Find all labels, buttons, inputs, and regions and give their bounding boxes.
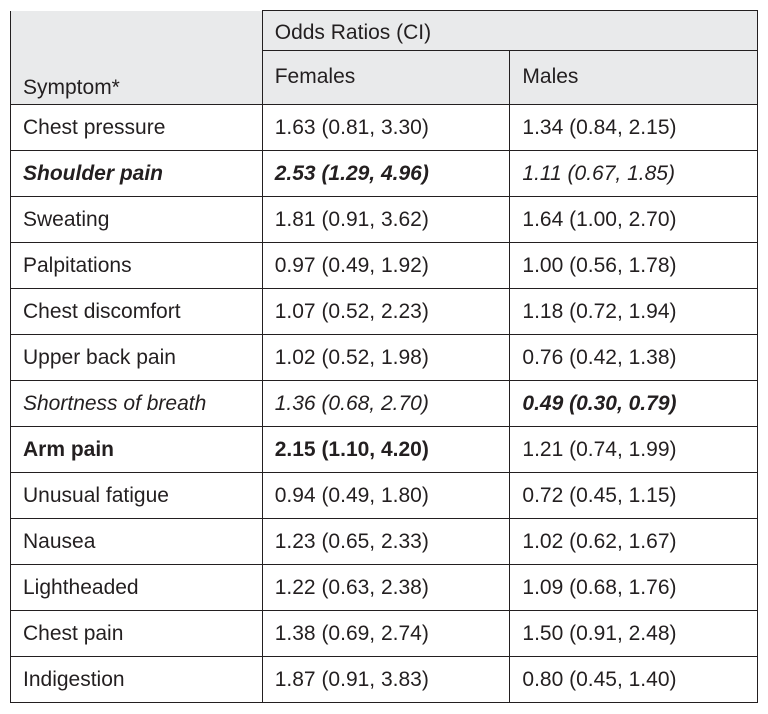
odds-ratios-table: Symptom* Odds Ratios (CI) Females Males … <box>10 10 758 703</box>
cell-males: 1.64 (1.00, 2.70) <box>510 197 758 243</box>
cell-symptom: Nausea <box>11 519 263 565</box>
table-row: Upper back pain1.02 (0.52, 1.98)0.76 (0.… <box>11 335 758 381</box>
cell-females: 1.36 (0.68, 2.70) <box>262 381 510 427</box>
cell-symptom: Shortness of breath <box>11 381 263 427</box>
table-row: Arm pain2.15 (1.10, 4.20)1.21 (0.74, 1.9… <box>11 427 758 473</box>
cell-symptom: Palpitations <box>11 243 263 289</box>
cell-females: 2.53 (1.29, 4.96) <box>262 151 510 197</box>
cell-symptom: Lightheaded <box>11 565 263 611</box>
table-row: Shoulder pain2.53 (1.29, 4.96)1.11 (0.67… <box>11 151 758 197</box>
cell-males: 1.21 (0.74, 1.99) <box>510 427 758 473</box>
cell-males: 1.11 (0.67, 1.85) <box>510 151 758 197</box>
cell-females: 0.97 (0.49, 1.92) <box>262 243 510 289</box>
header-males: Males <box>510 51 758 105</box>
cell-males: 1.34 (0.84, 2.15) <box>510 105 758 151</box>
table-row: Palpitations0.97 (0.49, 1.92)1.00 (0.56,… <box>11 243 758 289</box>
cell-symptom: Upper back pain <box>11 335 263 381</box>
table-header: Symptom* Odds Ratios (CI) Females Males <box>11 11 758 105</box>
table-row: Unusual fatigue0.94 (0.49, 1.80)0.72 (0.… <box>11 473 758 519</box>
cell-females: 0.94 (0.49, 1.80) <box>262 473 510 519</box>
cell-males: 1.00 (0.56, 1.78) <box>510 243 758 289</box>
cell-symptom: Arm pain <box>11 427 263 473</box>
cell-symptom: Sweating <box>11 197 263 243</box>
table-row: Shortness of breath1.36 (0.68, 2.70)0.49… <box>11 381 758 427</box>
cell-females: 1.23 (0.65, 2.33) <box>262 519 510 565</box>
cell-males: 1.18 (0.72, 1.94) <box>510 289 758 335</box>
table-body: Chest pressure1.63 (0.81, 3.30)1.34 (0.8… <box>11 105 758 703</box>
cell-females: 1.07 (0.52, 2.23) <box>262 289 510 335</box>
header-females: Females <box>262 51 510 105</box>
cell-males: 0.49 (0.30, 0.79) <box>510 381 758 427</box>
cell-males: 1.09 (0.68, 1.76) <box>510 565 758 611</box>
header-symptom: Symptom* <box>23 76 250 100</box>
cell-females: 1.02 (0.52, 1.98) <box>262 335 510 381</box>
cell-females: 2.15 (1.10, 4.20) <box>262 427 510 473</box>
header-odds-ratios: Odds Ratios (CI) <box>262 11 757 51</box>
table-row: Chest pressure1.63 (0.81, 3.30)1.34 (0.8… <box>11 105 758 151</box>
cell-males: 1.50 (0.91, 2.48) <box>510 611 758 657</box>
cell-females: 1.38 (0.69, 2.74) <box>262 611 510 657</box>
cell-males: 0.80 (0.45, 1.40) <box>510 657 758 703</box>
table-row: Indigestion1.87 (0.91, 3.83)0.80 (0.45, … <box>11 657 758 703</box>
cell-males: 0.72 (0.45, 1.15) <box>510 473 758 519</box>
cell-females: 1.81 (0.91, 3.62) <box>262 197 510 243</box>
header-symptom-cell: Symptom* <box>11 11 263 105</box>
cell-symptom: Chest pain <box>11 611 263 657</box>
cell-females: 1.87 (0.91, 3.83) <box>262 657 510 703</box>
table-row: Lightheaded1.22 (0.63, 2.38)1.09 (0.68, … <box>11 565 758 611</box>
table-row: Chest pain1.38 (0.69, 2.74)1.50 (0.91, 2… <box>11 611 758 657</box>
cell-symptom: Chest discomfort <box>11 289 263 335</box>
cell-symptom: Chest pressure <box>11 105 263 151</box>
cell-symptom: Shoulder pain <box>11 151 263 197</box>
cell-females: 1.22 (0.63, 2.38) <box>262 565 510 611</box>
cell-males: 0.76 (0.42, 1.38) <box>510 335 758 381</box>
cell-males: 1.02 (0.62, 1.67) <box>510 519 758 565</box>
cell-symptom: Indigestion <box>11 657 263 703</box>
cell-females: 1.63 (0.81, 3.30) <box>262 105 510 151</box>
table-row: Nausea1.23 (0.65, 2.33)1.02 (0.62, 1.67) <box>11 519 758 565</box>
cell-symptom: Unusual fatigue <box>11 473 263 519</box>
table-row: Chest discomfort1.07 (0.52, 2.23)1.18 (0… <box>11 289 758 335</box>
table-row: Sweating1.81 (0.91, 3.62)1.64 (1.00, 2.7… <box>11 197 758 243</box>
